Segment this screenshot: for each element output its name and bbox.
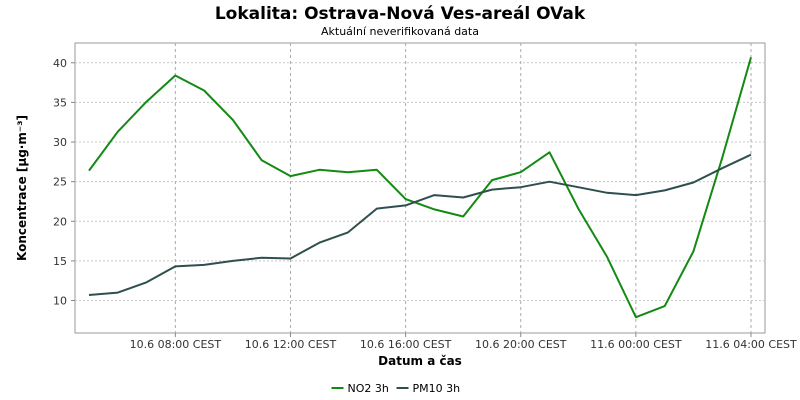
x-axis-label: Datum a čas <box>378 354 462 368</box>
y-tick-label: 25 <box>53 176 67 189</box>
grid <box>75 43 765 333</box>
legend: NO2 3h PM10 3h <box>331 382 461 395</box>
x-tick-label: 11.6 00:00 CEST <box>590 338 682 351</box>
y-tick-label: 30 <box>53 136 67 149</box>
series-line-1 <box>88 153 752 296</box>
x-tick-label: 10.6 20:00 CEST <box>475 338 567 351</box>
x-axis-ticks: 10.6 08:00 CEST 10.6 12:00 CEST 10.6 16:00… <box>130 333 797 351</box>
y-tick-label: 10 <box>53 295 67 308</box>
chart-subtitle: Aktuální neverifikovaná data <box>321 25 479 38</box>
plot-area <box>74 42 766 334</box>
x-tick-label: 10.6 08:00 CEST <box>130 338 222 351</box>
series-lines <box>88 57 752 319</box>
chart-title: Lokalita: Ostrava-Nová Ves-areál OVak <box>215 4 586 24</box>
series-line-0 <box>88 57 752 319</box>
y-tick-label: 20 <box>53 215 67 228</box>
legend-label: PM10 3h <box>413 382 461 395</box>
x-tick-label: 10.6 16:00 CEST <box>360 338 452 351</box>
legend-label: NO2 3h <box>348 382 389 395</box>
y-tick-label: 15 <box>53 255 67 268</box>
x-tick-label: 10.6 12:00 CEST <box>245 338 337 351</box>
y-tick-label: 35 <box>53 96 67 109</box>
y-axis-ticks: 10 15 20 25 30 35 40 <box>53 57 75 308</box>
y-tick-label: 40 <box>53 57 67 70</box>
y-axis-label: Koncentrace [µg·m⁻³] <box>15 115 29 261</box>
x-tick-label: 11.6 04:00 CEST <box>705 338 797 351</box>
